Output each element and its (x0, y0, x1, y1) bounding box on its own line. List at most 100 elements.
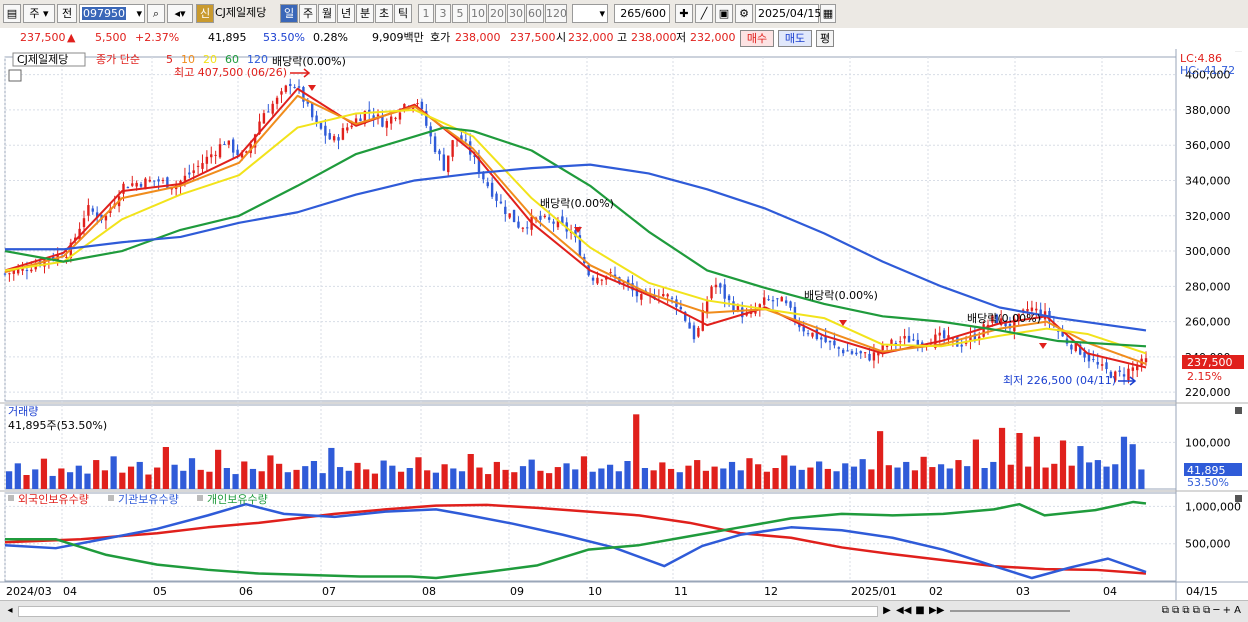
candle-body (289, 84, 291, 86)
rewind-icon[interactable]: ◀◀ (896, 604, 910, 618)
period-tab-5[interactable]: 초 (375, 4, 393, 23)
candle-body (908, 336, 910, 342)
interval-5[interactable]: 5 (452, 4, 468, 23)
candle-body (214, 155, 216, 156)
candle-body (346, 127, 348, 130)
legend-period-120: 120 (247, 53, 268, 66)
candle-body (939, 333, 941, 336)
volume-bar (102, 470, 108, 489)
table-icon[interactable] (9, 70, 21, 81)
candle-body (526, 227, 528, 228)
prev-button[interactable]: 전 (57, 4, 77, 23)
scroll-left-icon[interactable]: ◂ (4, 604, 16, 618)
interval-20[interactable]: 20 (488, 4, 506, 23)
interval-60[interactable]: 60 (526, 4, 544, 23)
interval-30[interactable]: 30 (507, 4, 525, 23)
calendar-icon[interactable]: ▦ (820, 4, 836, 23)
save-icon[interactable]: ▣ (715, 4, 733, 23)
draw-tool-icon[interactable]: ╱ (695, 4, 713, 23)
market-select[interactable]: 주 ▾ (23, 4, 55, 23)
window-icon[interactable]: ▤ (3, 4, 21, 23)
volume-bar (154, 468, 160, 489)
sound-icon[interactable]: ◂▾ (167, 4, 193, 23)
date-input[interactable]: 2025/04/15 (755, 4, 819, 23)
gear-icon[interactable]: ⚙ (735, 4, 753, 23)
candle-body (30, 270, 32, 272)
x-tick-label: 11 (674, 585, 688, 598)
volume-bar (990, 462, 996, 489)
candle-body (443, 154, 445, 170)
interval-1[interactable]: 1 (418, 4, 434, 23)
candle-body (1118, 370, 1120, 372)
zoom-controls[interactable]: ⧉ ⧉ ⧉ ⧉ ⧉ ─ + A (1075, 604, 1241, 618)
volume-bar (903, 462, 909, 489)
candle-body (982, 324, 984, 337)
search-icon[interactable]: ⌕ (147, 4, 165, 23)
volume-bar (433, 473, 439, 489)
candle-body (267, 112, 269, 113)
volume-bar (537, 471, 543, 489)
candle-body (1132, 367, 1134, 370)
volume-bar (1112, 464, 1118, 489)
candle-body (1136, 366, 1138, 370)
volume-bar (685, 466, 691, 489)
zoom-slider[interactable] (950, 610, 1070, 612)
volume-bar (93, 460, 99, 489)
volume-bar (215, 450, 221, 489)
volume-bar (415, 457, 421, 489)
candle-body (666, 294, 668, 296)
period-tab-1[interactable]: 주 (299, 4, 317, 23)
volume-bar (137, 462, 143, 489)
x-tick-label: 04 (1103, 585, 1117, 598)
candle-body (285, 86, 287, 92)
candle-body (232, 139, 234, 152)
candle-body (447, 156, 449, 173)
stock-code-input[interactable]: 097950▾ (79, 4, 145, 23)
volume-bar (816, 461, 822, 489)
candle-body (184, 176, 186, 181)
candle-body (337, 137, 339, 140)
period-tab-0[interactable]: 일 (280, 4, 298, 23)
candle-body (451, 140, 453, 157)
candle-body (868, 354, 870, 361)
x-tick-label: 2025/01 (851, 585, 897, 598)
count-total: /600 (641, 7, 666, 20)
count-input[interactable]: 265/600 (614, 4, 670, 23)
sell-button[interactable]: 매도 (778, 30, 812, 47)
candle-body (860, 351, 862, 353)
count-value: 265 (620, 7, 641, 20)
period-tab-3[interactable]: 년 (337, 4, 355, 23)
candle-body (131, 183, 133, 185)
crosshair-icon[interactable]: ✚ (675, 4, 693, 23)
candle-body (324, 126, 326, 136)
interval-120[interactable]: 120 (545, 4, 567, 23)
candle-body (465, 139, 467, 140)
volume-bar (746, 458, 752, 489)
period-tab-4[interactable]: 분 (356, 4, 374, 23)
chart-area[interactable]: 220,000240,000260,000280,000300,000320,0… (0, 49, 1248, 600)
candle-body (710, 287, 712, 299)
play-icon[interactable]: ▶ (880, 604, 894, 618)
candle-body (956, 337, 958, 347)
quote-label: 호가 (430, 28, 450, 48)
price-tick-label: 300,000 (1185, 245, 1231, 258)
forward-icon[interactable]: ▶▶ (929, 604, 943, 618)
volume-current-pct: 53.50% (1187, 476, 1229, 489)
buy-button[interactable]: 매수 (740, 30, 774, 47)
eval-button[interactable]: 평 (816, 30, 834, 47)
stop-icon[interactable]: ■ (913, 604, 927, 618)
volume-bar (581, 456, 587, 489)
interval-3[interactable]: 3 (435, 4, 451, 23)
period-tab-2[interactable]: 월 (318, 4, 336, 23)
scroll-track[interactable] (18, 606, 878, 617)
interval-10[interactable]: 10 (469, 4, 487, 23)
candle-body (206, 157, 208, 164)
period-tab-6[interactable]: 틱 (394, 4, 412, 23)
candle-body (298, 86, 300, 87)
chevron-down-icon: ▾ (599, 5, 607, 22)
volume-bar (842, 463, 848, 489)
candle-body (127, 187, 129, 188)
volume-bar (1086, 462, 1092, 489)
price-change: 5,500 (95, 28, 127, 48)
interval-input[interactable]: ▾ (572, 4, 608, 23)
